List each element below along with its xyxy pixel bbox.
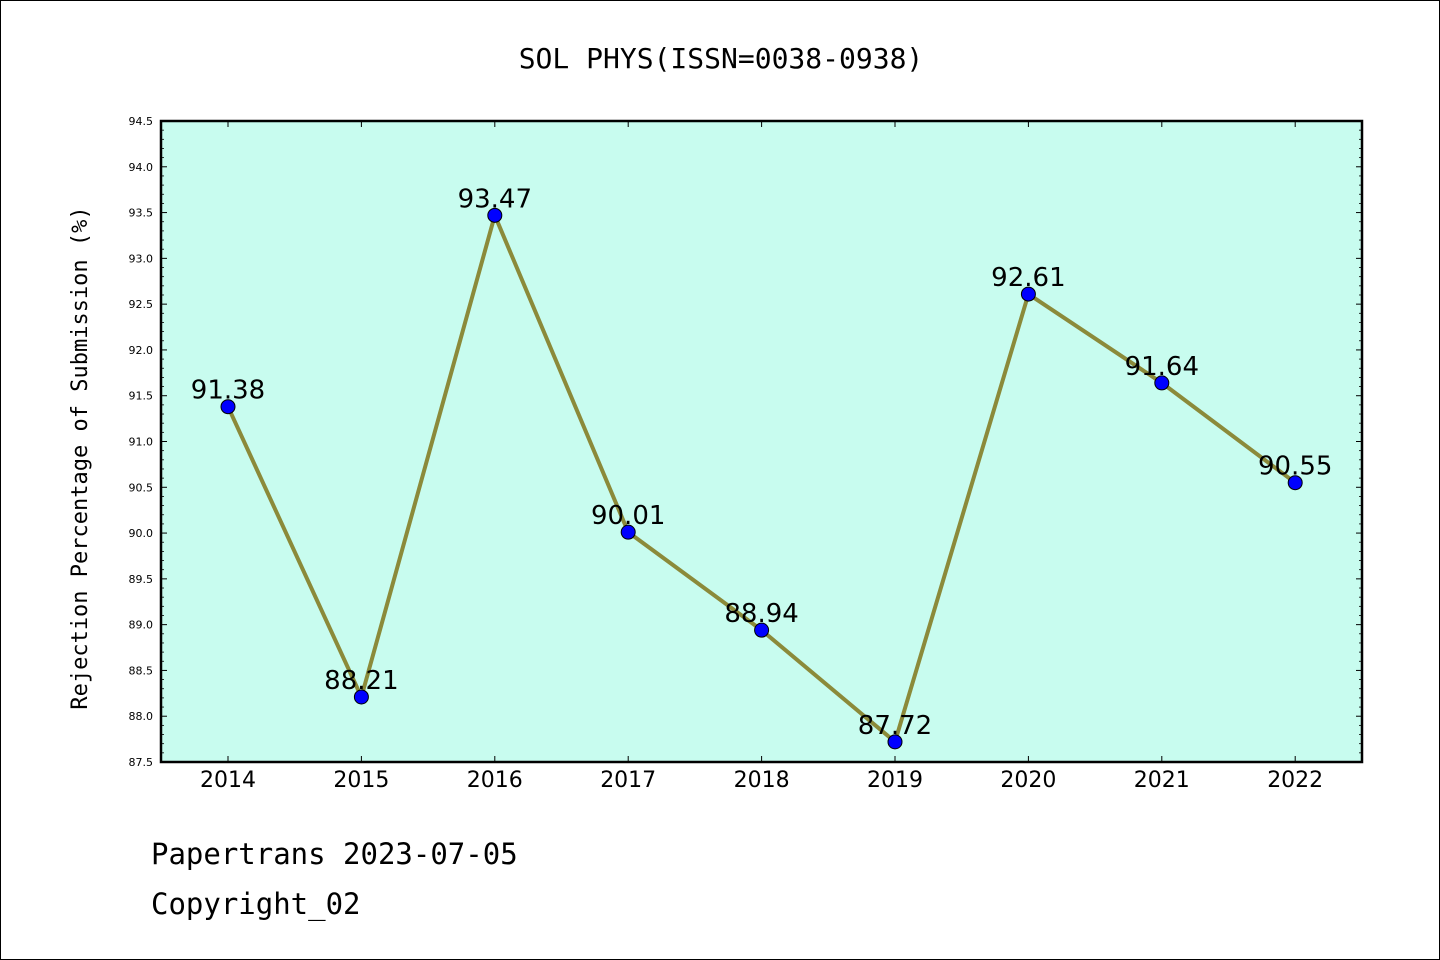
y-axis-label: Rejection Percentage of Submission (%) [68, 206, 93, 709]
data-point [1154, 375, 1170, 391]
y-tick-label: 88.5 [129, 664, 154, 677]
y-tick-label: 89.5 [129, 573, 154, 586]
y-tick-label: 88.0 [129, 710, 154, 723]
data-point [353, 689, 369, 705]
data-labels: 91.38 88.21 93.47 90.01 88.94 87.72 92.61 91.64… [191, 184, 1333, 741]
y-tick-label: 94.5 [129, 115, 154, 128]
data-point [1287, 475, 1303, 491]
x-tick-label: 2016 [467, 768, 523, 793]
data-point [487, 207, 503, 223]
x-tick-label: 2014 [200, 768, 256, 793]
data-point [887, 734, 903, 750]
y-tick-label: 93.5 [129, 207, 154, 220]
x-tick-label: 2020 [1000, 768, 1056, 793]
y-tick-label: 87.5 [129, 756, 154, 769]
data-label: 93.47 [458, 184, 532, 214]
x-tick-label: 2022 [1267, 768, 1323, 793]
data-label: 92.61 [991, 263, 1065, 293]
chart-title: SOL PHYS(ISSN=0038-0938) [519, 42, 924, 75]
plot-area [161, 121, 1362, 762]
x-tick-label: 2021 [1134, 768, 1190, 793]
data-label: 87.72 [858, 711, 932, 741]
y-tick-label: 90.0 [129, 527, 154, 540]
data-label: 91.38 [191, 376, 265, 406]
footer-copyright: Copyright_02 [151, 887, 361, 921]
y-tick-label: 92.5 [129, 298, 154, 311]
y-tick-label: 91.0 [129, 436, 154, 449]
data-label: 90.55 [1258, 452, 1332, 482]
y-tick-label: 92.0 [129, 344, 154, 357]
data-points [220, 207, 1303, 750]
y-tick-label: 94.0 [129, 161, 154, 174]
y-tick-label: 91.5 [129, 390, 154, 403]
data-point [620, 524, 636, 540]
x-tick-label: 2017 [600, 768, 656, 793]
footer-date: Papertrans 2023-07-05 [151, 837, 518, 871]
x-tick-label: 2019 [867, 768, 923, 793]
y-tick-label: 93.0 [129, 252, 154, 265]
y-tick-label: 89.0 [129, 619, 154, 632]
x-tick-label: 2015 [333, 768, 389, 793]
data-label: 90.01 [591, 501, 665, 531]
data-label: 88.94 [724, 599, 798, 629]
data-label: 91.64 [1125, 352, 1199, 382]
x-tick-label: 2018 [734, 768, 790, 793]
x-axis: 2014 2015 2016 2017 2018 2019 2020 2021 2022 [200, 121, 1323, 793]
data-point [220, 399, 236, 415]
y-tick-label: 90.5 [129, 481, 154, 494]
data-point [1020, 286, 1036, 302]
y-axis: 87.5 88.0 88.5 89.0 89.5 90.0 90.5 91.0 91.5 92.0… [129, 115, 1362, 769]
plot-border [159, 119, 1364, 764]
data-label: 88.21 [324, 666, 398, 696]
data-point [754, 622, 770, 638]
